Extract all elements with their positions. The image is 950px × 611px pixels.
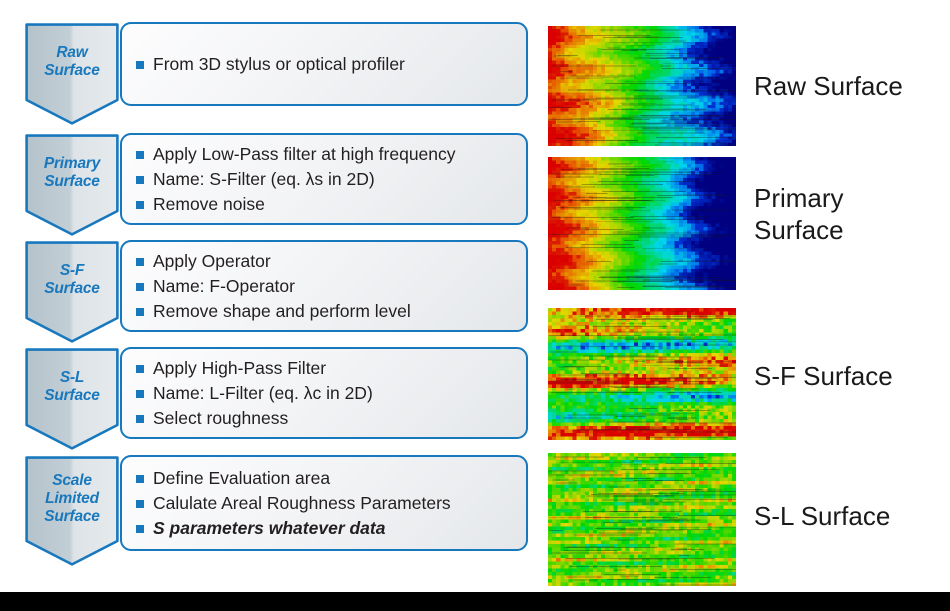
- bullet-item: Remove noise: [136, 192, 526, 217]
- process-flow-column: Raw Surface From 3D stylus or optical prof…: [24, 22, 528, 567]
- stage-chevron[interactable]: Raw Surface: [24, 22, 120, 126]
- heightmap-sf-surface: [548, 308, 736, 440]
- bullet-item: Apply High-Pass Filter: [136, 356, 526, 381]
- bullet-item: From 3D stylus or optical profiler: [136, 52, 526, 77]
- bullet-item: Name: L-Filter (eq. λc in 2D): [136, 381, 526, 406]
- surface-images-column: Raw Surface Primary Surface S-F Surface S-L…: [540, 0, 950, 592]
- bullet-text: Calulate Areal Roughness Parameters: [153, 492, 451, 513]
- stage-description-panel: Apply High-Pass Filter Name: L-Filter (eq…: [120, 347, 528, 439]
- bullet-text: Apply High-Pass Filter: [153, 357, 327, 378]
- surface-caption: Primary Surface: [754, 183, 844, 245]
- bullet-item: Apply Low-Pass filter at high frequency: [136, 142, 526, 167]
- surface-caption: S-L Surface: [754, 501, 891, 531]
- bullet-text: S parameters whatever data: [153, 517, 386, 538]
- bullet-square-icon: [136, 499, 144, 508]
- surface-thumbnail: [548, 453, 736, 586]
- bullet-text: Define Evaluation area: [153, 467, 331, 488]
- bullet-square-icon: [136, 524, 144, 533]
- surface-thumbnail: [548, 308, 736, 440]
- bullet-text: Remove noise: [153, 193, 265, 214]
- surface-thumbnail: [548, 26, 736, 146]
- bullet-square-icon: [136, 282, 144, 291]
- bullet-square-icon: [136, 200, 144, 209]
- bullet-item: Select roughness: [136, 406, 526, 431]
- bullet-item: Name: F-Operator: [136, 274, 526, 299]
- bullet-item: Define Evaluation area: [136, 466, 526, 491]
- stage-description-panel: Apply Operator Name: F-Operator Remove sha…: [120, 240, 528, 332]
- bullet-item: Name: S-Filter (eq. λs in 2D): [136, 167, 526, 192]
- surface-caption: S-F Surface: [754, 361, 893, 391]
- bullet-text: Remove shape and perform level: [153, 300, 411, 321]
- bullet-text: From 3D stylus or optical profiler: [153, 53, 405, 74]
- bullet-text: Name: L-Filter (eq. λc in 2D): [153, 382, 373, 403]
- stage-chevron[interactable]: S-L Surface: [24, 347, 120, 451]
- surface-thumbnail: [548, 157, 736, 290]
- bullet-text: Name: F-Operator: [153, 275, 295, 296]
- bullet-item: Apply Operator: [136, 249, 526, 274]
- stage-description-panel: From 3D stylus or optical profiler: [120, 22, 528, 106]
- heightmap-raw-surface: [548, 26, 736, 146]
- bullet-square-icon: [136, 60, 144, 69]
- bullet-item: Calulate Areal Roughness Parameters: [136, 491, 526, 516]
- bullet-square-icon: [136, 389, 144, 398]
- stage-description-panel: Define Evaluation area Calulate Areal Rou…: [120, 455, 528, 551]
- bullet-square-icon: [136, 175, 144, 184]
- heightmap-sl-surface: [548, 453, 736, 586]
- bullet-text: Select roughness: [153, 407, 289, 428]
- stage-description-panel: Apply Low-Pass filter at high frequency N…: [120, 133, 528, 225]
- bullet-text: Apply Low-Pass filter at high frequency: [153, 143, 456, 164]
- bullet-square-icon: [136, 307, 144, 316]
- bullet-item: S parameters whatever data: [136, 516, 526, 541]
- stage-chevron[interactable]: Scale Limited Surface: [24, 455, 120, 567]
- heightmap-primary-surface: [548, 157, 736, 290]
- bullet-square-icon: [136, 257, 144, 266]
- surface-caption: Raw Surface: [754, 71, 903, 101]
- footer-bar: [0, 592, 950, 611]
- bullet-text: Apply Operator: [153, 250, 271, 271]
- bullet-text: Name: S-Filter (eq. λs in 2D): [153, 168, 375, 189]
- stage-chevron[interactable]: S-F Surface: [24, 240, 120, 344]
- bullet-item: Remove shape and perform level: [136, 299, 526, 324]
- stage-chevron[interactable]: Primary Surface: [24, 133, 120, 237]
- bullet-square-icon: [136, 150, 144, 159]
- bullet-square-icon: [136, 364, 144, 373]
- bullet-square-icon: [136, 474, 144, 483]
- bullet-square-icon: [136, 414, 144, 423]
